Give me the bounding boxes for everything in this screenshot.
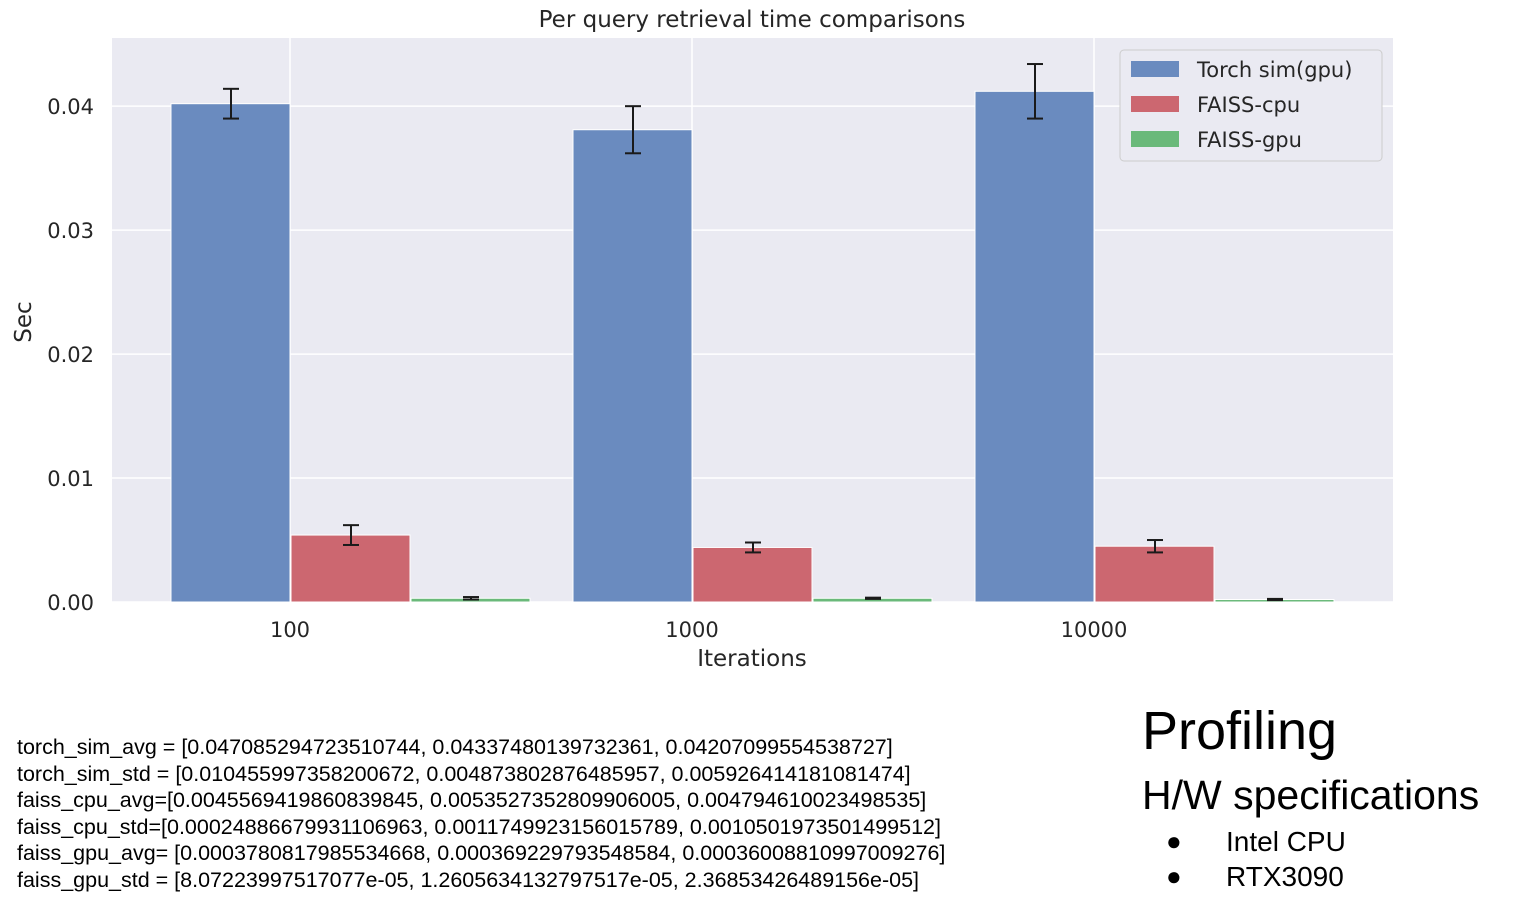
bullet-icon: ●: [1166, 826, 1182, 856]
y-tick-label: 0.04: [47, 95, 94, 119]
x-tick-labels: 100 1000 10000: [270, 618, 1127, 642]
legend-label: Torch sim(gpu): [1196, 58, 1352, 82]
hw-item-cpu: ● Intel CPU: [1160, 824, 1346, 859]
y-tick-label: 0.00: [47, 591, 94, 615]
x-tick-label: 100: [270, 618, 310, 642]
stats-line-faiss-gpu-std: faiss_gpu_std = [8.07223997517077e-05, 1…: [17, 867, 920, 892]
profiling-title: Profiling: [1142, 701, 1338, 761]
stats-line-faiss-cpu-std: faiss_cpu_std=[0.00024886679931106963, 0…: [17, 814, 941, 839]
stats-block: torch_sim_avg = [0.047085294723510744, 0…: [17, 734, 945, 893]
stats-line-torch-sim-std: torch_sim_std = [0.010455997358200672, 0…: [17, 761, 911, 786]
bar-0-1: [572, 129, 693, 603]
legend: Torch sim(gpu) FAISS-cpu FAISS-gpu: [1119, 49, 1383, 162]
y-tick-label: 0.02: [47, 343, 94, 367]
stats-line-faiss-gpu-avg: faiss_gpu_avg= [0.0003780817985534668, 0…: [17, 841, 946, 865]
y-axis-label: Sec: [11, 301, 37, 342]
chart-title: Per query retrieval time comparisons: [539, 7, 966, 33]
hw-item-label: RTX3090: [1226, 861, 1344, 892]
bar-0-0: [170, 103, 291, 603]
bar-1-2: [1094, 545, 1215, 603]
chart-area: 0.00 0.01 0.02 0.03 0.04 100 1000 10000 Per qu…: [11, 7, 1393, 672]
bar-1-1: [692, 546, 813, 603]
stats-line-faiss-cpu-avg: faiss_cpu_avg=[0.0045569419860839845, 0.…: [17, 788, 927, 812]
x-tick-label: 1000: [665, 618, 718, 642]
x-tick-label: 10000: [1061, 618, 1128, 642]
legend-swatch: [1131, 131, 1179, 147]
stats-line-torch-sim-avg: torch_sim_avg = [0.047085294723510744, 0…: [17, 735, 893, 759]
hw-specs-list: ● Intel CPU ● RTX3090: [1160, 824, 1346, 894]
legend-swatch: [1131, 61, 1179, 77]
bar-chart: 0.00 0.01 0.02 0.03 0.04 100 1000 10000 Per qu…: [11, 7, 1393, 672]
legend-label: FAISS-cpu: [1197, 93, 1300, 117]
legend-label: FAISS-gpu: [1197, 128, 1302, 152]
bullet-icon: ●: [1166, 861, 1182, 891]
bar-0-2: [974, 90, 1095, 603]
y-tick-label: 0.01: [47, 467, 94, 491]
y-tick-label: 0.03: [47, 219, 94, 243]
legend-box: [1119, 49, 1383, 162]
hw-specs-title: H/W specifications: [1142, 772, 1480, 818]
error-bars: [223, 63, 1283, 602]
hw-item-gpu: ● RTX3090: [1160, 859, 1346, 894]
bar-1-0: [290, 534, 411, 603]
legend-swatch: [1131, 96, 1179, 112]
bars: [170, 90, 1335, 603]
hw-item-label: Intel CPU: [1226, 826, 1346, 857]
y-tick-labels: 0.00 0.01 0.02 0.03 0.04: [47, 95, 94, 615]
x-axis-label: Iterations: [697, 646, 807, 672]
